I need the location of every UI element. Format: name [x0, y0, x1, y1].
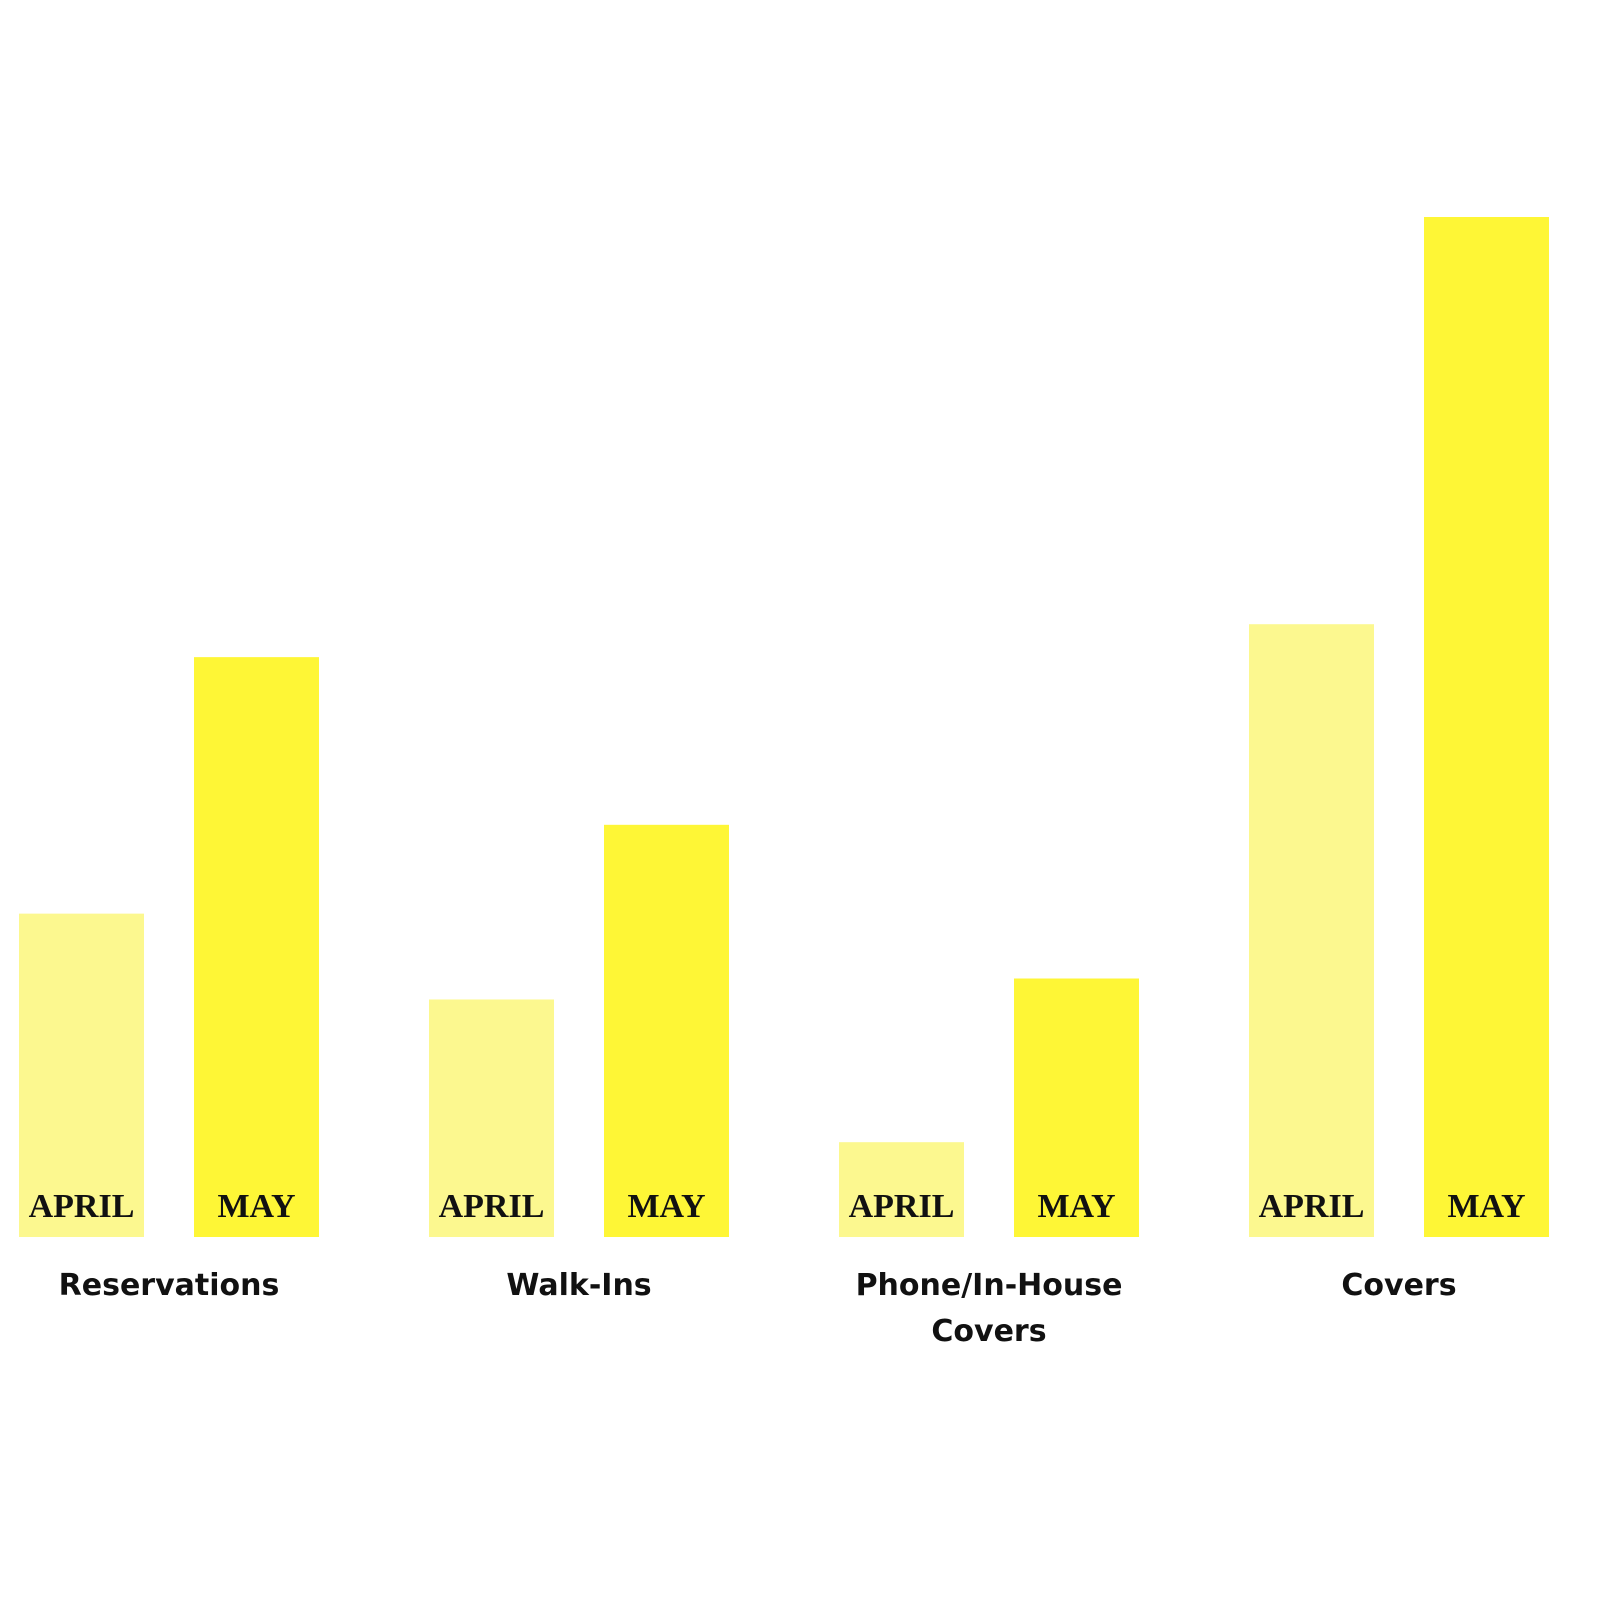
series-label: MAY: [1447, 1188, 1525, 1225]
series-label: MAY: [1037, 1188, 1115, 1225]
series-label: APRIL: [849, 1188, 955, 1225]
bar: [19, 913, 144, 1237]
category-label: Walk-Ins: [506, 1268, 652, 1303]
bar: [1014, 978, 1139, 1237]
series-label: APRIL: [1259, 1188, 1365, 1225]
series-label: APRIL: [439, 1188, 545, 1225]
category-label: Phone/In-House Covers: [855, 1268, 1123, 1349]
series-label: MAY: [627, 1188, 705, 1225]
bar: [429, 999, 554, 1237]
bar: [1424, 217, 1549, 1237]
series-label: MAY: [217, 1188, 295, 1225]
bar: [839, 1142, 964, 1237]
bar: [1249, 624, 1374, 1237]
category-label: Reservations: [58, 1268, 280, 1303]
series-label: APRIL: [29, 1188, 135, 1225]
category-label: Covers: [1341, 1268, 1457, 1303]
bar: [194, 657, 319, 1237]
bar: [604, 824, 729, 1237]
